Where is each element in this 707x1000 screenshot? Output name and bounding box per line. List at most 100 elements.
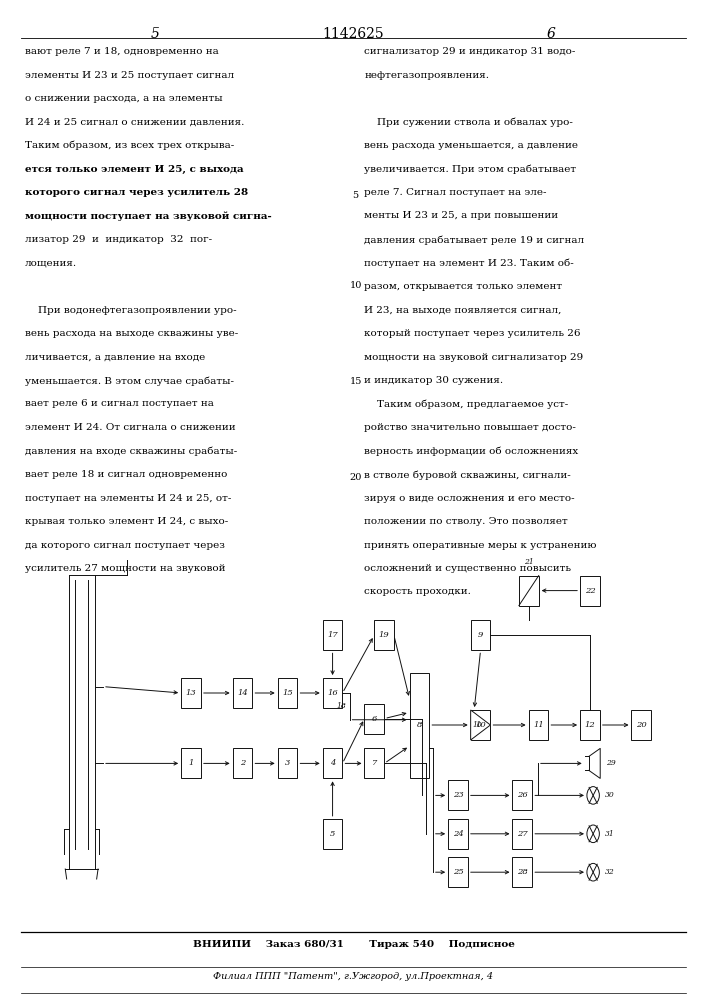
Text: 4: 4 <box>330 759 335 767</box>
Bar <box>181 748 201 778</box>
Text: давления срабатывает реле 19 и сигнал: давления срабатывает реле 19 и сигнал <box>364 235 584 245</box>
Text: вает реле 18 и сигнал одновременно: вает реле 18 и сигнал одновременно <box>25 470 227 479</box>
Text: 12: 12 <box>585 721 595 729</box>
Text: мощности на звуковой сигнализатор 29: мощности на звуковой сигнализатор 29 <box>364 353 583 361</box>
Bar <box>181 678 201 708</box>
Text: 25: 25 <box>452 868 463 876</box>
Text: 26: 26 <box>517 791 527 799</box>
Bar <box>471 620 491 650</box>
Text: И 23, на выходе появляется сигнал,: И 23, на выходе появляется сигнал, <box>364 306 561 315</box>
Text: уменьшается. В этом случае срабаты-: уменьшается. В этом случае срабаты- <box>25 376 234 386</box>
Bar <box>448 780 468 810</box>
Text: о снижении расхода, а на элементы: о снижении расхода, а на элементы <box>25 94 223 103</box>
Text: 20: 20 <box>349 474 362 483</box>
Text: И 24 и 25 сигнал о снижении давления.: И 24 и 25 сигнал о снижении давления. <box>25 117 244 126</box>
Bar <box>278 748 298 778</box>
Text: При водонефтегазопроявлении уро-: При водонефтегазопроявлении уро- <box>25 306 236 315</box>
Text: 15: 15 <box>282 689 293 697</box>
Text: увеличивается. При этом срабатывает: увеличивается. При этом срабатывает <box>364 165 576 174</box>
Bar <box>580 576 600 606</box>
Bar <box>322 678 342 708</box>
Text: 10: 10 <box>475 721 486 729</box>
Text: 1142625: 1142625 <box>322 27 385 41</box>
Circle shape <box>587 863 600 881</box>
Text: лизатор 29  и  индикатор  32  пог-: лизатор 29 и индикатор 32 пог- <box>25 235 212 244</box>
Text: 8: 8 <box>416 721 422 729</box>
Text: менты И 23 и 25, а при повышении: менты И 23 и 25, а при повышении <box>364 212 559 221</box>
Bar <box>513 857 532 887</box>
Circle shape <box>587 787 600 804</box>
Text: 1: 1 <box>188 759 194 767</box>
Bar <box>322 819 342 849</box>
Text: 7: 7 <box>372 759 377 767</box>
Text: 13: 13 <box>186 689 197 697</box>
Text: 18: 18 <box>337 702 346 710</box>
Text: 29: 29 <box>606 759 616 767</box>
Text: ВНИИПИ    Заказ 680/31       Тираж 540    Подписное: ВНИИПИ Заказ 680/31 Тираж 540 Подписное <box>192 940 515 949</box>
Text: сигнализатор 29 и индикатор 31 водо-: сигнализатор 29 и индикатор 31 водо- <box>364 47 575 56</box>
Text: поступает на элемент И 23. Таким об-: поступает на элемент И 23. Таким об- <box>364 259 574 268</box>
Text: При сужении ствола и обвалах уро-: При сужении ствола и обвалах уро- <box>364 117 573 127</box>
Text: зируя о виде осложнения и его место-: зируя о виде осложнения и его место- <box>364 494 575 503</box>
Text: да которого сигнал поступает через: да которого сигнал поступает через <box>25 540 225 550</box>
Circle shape <box>587 825 600 843</box>
Text: Филиал ППП "Патент", г.Ужгород, ул.Проектная, 4: Филиал ППП "Патент", г.Ужгород, ул.Проек… <box>214 972 493 981</box>
Text: 19: 19 <box>379 631 390 639</box>
Text: 10: 10 <box>349 280 362 290</box>
Text: разом, открывается только элемент: разом, открывается только элемент <box>364 282 562 291</box>
Text: лощения.: лощения. <box>25 259 77 268</box>
Text: скорость проходки.: скорость проходки. <box>364 587 471 596</box>
Bar <box>513 780 532 810</box>
Text: 5: 5 <box>353 190 358 200</box>
Text: 11: 11 <box>533 721 544 729</box>
Text: 9: 9 <box>478 631 484 639</box>
Bar <box>322 620 342 650</box>
Text: 16: 16 <box>327 689 338 697</box>
Text: 5: 5 <box>330 830 335 838</box>
Text: элементы И 23 и 25 поступает сигнал: элементы И 23 и 25 поступает сигнал <box>25 70 234 80</box>
Text: 10: 10 <box>472 721 482 729</box>
Text: который поступает через усилитель 26: который поступает через усилитель 26 <box>364 329 580 338</box>
Bar <box>448 857 468 887</box>
Text: ется только элемент И 25, с выхода: ется только элемент И 25, с выхода <box>25 165 243 174</box>
Text: элемент И 24. От сигнала о снижении: элемент И 24. От сигнала о снижении <box>25 423 235 432</box>
Text: 6: 6 <box>372 715 377 723</box>
Text: нефтегазопроявления.: нефтегазопроявления. <box>364 70 489 80</box>
Text: в стволе буровой скважины, сигнали-: в стволе буровой скважины, сигнали- <box>364 470 571 480</box>
Text: положении по стволу. Это позволяет: положении по стволу. Это позволяет <box>364 517 568 526</box>
Text: давления на входе скважины срабаты-: давления на входе скважины срабаты- <box>25 447 237 456</box>
Text: 21: 21 <box>524 558 534 566</box>
Text: 27: 27 <box>517 830 527 838</box>
Text: реле 7. Сигнал поступает на эле-: реле 7. Сигнал поступает на эле- <box>364 188 547 197</box>
Text: 5: 5 <box>151 27 160 41</box>
Text: 3: 3 <box>285 759 291 767</box>
Text: поступает на элементы И 24 и 25, от-: поступает на элементы И 24 и 25, от- <box>25 494 231 503</box>
Bar <box>365 748 385 778</box>
Text: 30: 30 <box>605 791 615 799</box>
Text: верность информации об осложнениях: верность информации об осложнениях <box>364 447 578 456</box>
Bar <box>448 819 468 849</box>
Text: 2: 2 <box>240 759 245 767</box>
Text: мощности поступает на звуковой сигна-: мощности поступает на звуковой сигна- <box>25 212 271 221</box>
Bar <box>233 678 252 708</box>
Text: вает реле 6 и сигнал поступает на: вает реле 6 и сигнал поступает на <box>25 399 214 408</box>
Text: личивается, а давление на входе: личивается, а давление на входе <box>25 353 205 361</box>
Text: ройство значительно повышает досто-: ройство значительно повышает досто- <box>364 423 576 432</box>
Bar <box>513 819 532 849</box>
Text: 20: 20 <box>636 721 647 729</box>
Bar <box>409 672 429 778</box>
Text: 24: 24 <box>452 830 463 838</box>
Polygon shape <box>471 710 491 740</box>
Text: вень расхода на выходе скважины уве-: вень расхода на выходе скважины уве- <box>25 329 238 338</box>
Text: 14: 14 <box>237 689 248 697</box>
Bar <box>631 710 651 740</box>
Text: 6: 6 <box>547 27 556 41</box>
Text: и индикатор 30 сужения.: и индикатор 30 сужения. <box>364 376 503 385</box>
Bar <box>365 704 385 734</box>
Text: вают реле 7 и 18, одновременно на: вают реле 7 и 18, одновременно на <box>25 47 218 56</box>
Text: усилитель 27 мощности на звуковой: усилитель 27 мощности на звуковой <box>25 564 226 573</box>
Bar <box>322 748 342 778</box>
Text: 28: 28 <box>517 868 527 876</box>
Text: осложнений и существенно повысить: осложнений и существенно повысить <box>364 564 571 573</box>
Bar <box>278 678 298 708</box>
